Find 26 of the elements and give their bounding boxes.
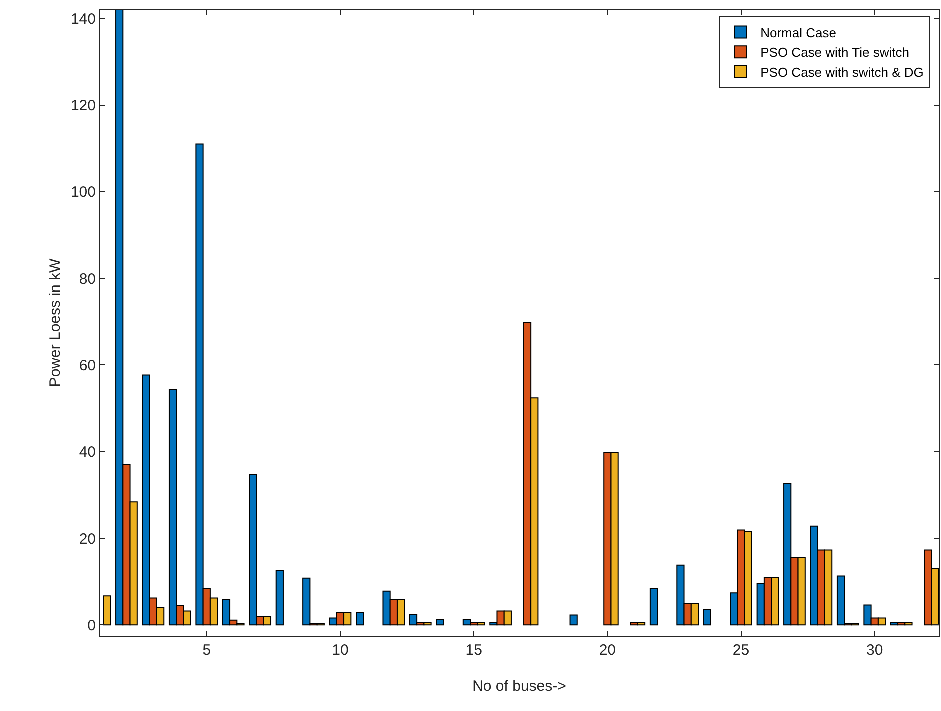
y-axis-title: Power Loess in kW	[47, 258, 64, 388]
x-axis-title: No of buses->	[472, 678, 567, 695]
x-tick-label: 30	[866, 642, 884, 659]
bar	[570, 614, 578, 626]
legend-label: PSO Case with Tie switch	[760, 45, 910, 60]
y-tick-label: 140	[70, 10, 96, 28]
bar	[436, 619, 444, 626]
y-tick-label: 20	[79, 530, 96, 548]
x-tick-label: 10	[332, 642, 349, 659]
x-tick-label: 15	[466, 642, 482, 659]
bar	[356, 612, 364, 626]
bar	[276, 570, 284, 626]
bar	[650, 588, 658, 626]
y-tick-label: 80	[79, 270, 96, 288]
x-tick-label: 20	[599, 642, 616, 659]
y-tick-label: 120	[70, 98, 96, 115]
y-tick-label: 40	[79, 444, 96, 462]
bar	[703, 609, 712, 626]
legend-label: PSO Case with switch & DG	[760, 65, 924, 80]
x-tick-label: 5	[202, 642, 212, 659]
y-tick-label: 0	[88, 617, 96, 634]
x-tick-label: 25	[732, 642, 750, 659]
bar	[103, 596, 112, 626]
y-tick-label: 60	[79, 357, 96, 374]
y-tick-label: 100	[70, 184, 96, 202]
legend-label: Normal Case	[760, 25, 836, 40]
